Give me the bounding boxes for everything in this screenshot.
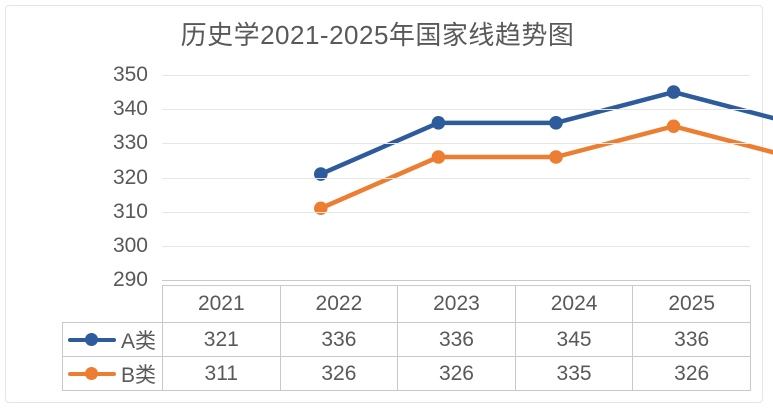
chart-title: 历史学2021-2025年国家线趋势图 [180, 20, 575, 50]
table-value-B类-2021: 311 [162, 356, 281, 391]
y-tick-label-310: 310 [112, 199, 148, 223]
y-tick-label-340: 340 [112, 97, 148, 121]
data-point-B类-2023 [549, 150, 563, 164]
data-point-B类-2022 [431, 150, 446, 164]
table-value-B类-2022: 326 [279, 356, 399, 391]
table-value-A类-2021: 321 [162, 322, 281, 357]
table-corner-empty [63, 286, 163, 323]
table-value-A类-2025: 336 [632, 322, 751, 357]
gridline-300 [162, 245, 750, 247]
gridline-310 [162, 211, 750, 213]
legend-label-A类: A类 [121, 329, 157, 353]
legend-marker-icon-A类 [68, 333, 116, 346]
y-tick-label-300: 300 [112, 233, 148, 257]
table-year-header-2023: 2023 [397, 285, 516, 323]
line-series-svg [314, 85, 773, 216]
table-value-B类-2025: 326 [632, 356, 751, 391]
table-year-header-2024: 2024 [514, 285, 634, 323]
plot-area [162, 75, 773, 281]
legend-label-B类: B类 [121, 363, 157, 387]
table-value-A类-2024: 345 [514, 322, 634, 357]
y-tick-label-290: 290 [112, 268, 148, 291]
data-point-A类-2022 [431, 116, 446, 130]
series-line-B类 [318, 124, 773, 211]
gridline-320 [162, 177, 750, 179]
table-row-B类: B类 311 326 326 335 326 [62, 356, 751, 391]
table-value-A类-2023: 336 [397, 322, 516, 357]
table-year-header-2025: 2025 [632, 285, 751, 323]
data-point-B类-2024 [666, 119, 681, 134]
data-point-B类-2021 [314, 201, 328, 216]
table-value-B类-2023: 326 [397, 356, 516, 391]
table-row-A类: A类 321 336 336 345 336 [62, 322, 751, 357]
gridline-330 [162, 143, 750, 145]
legend-cell-B类: B类 [62, 356, 163, 391]
y-tick-label-330: 330 [112, 131, 148, 155]
data-point-A类-2023 [549, 116, 563, 130]
table-year-header-2022: 2022 [279, 285, 399, 323]
gridline-350 [162, 75, 750, 76]
y-tick-label-350: 350 [112, 63, 148, 86]
table-year-header-2021: 2021 [162, 285, 281, 323]
table-value-B类-2024: 335 [514, 356, 634, 391]
legend-marker-icon-B类 [68, 367, 116, 380]
table-value-A类-2022: 336 [279, 322, 399, 357]
data-point-A类-2024 [666, 85, 681, 99]
legend-cell-A类: A类 [62, 322, 163, 357]
y-tick-label-320: 320 [112, 165, 148, 189]
data-point-A类-2021 [314, 167, 328, 181]
gridline-340 [162, 109, 750, 111]
data-table: 2021 2022 2023 2024 2025 A类 321 336 336 345 336 B类 3… [62, 285, 751, 391]
